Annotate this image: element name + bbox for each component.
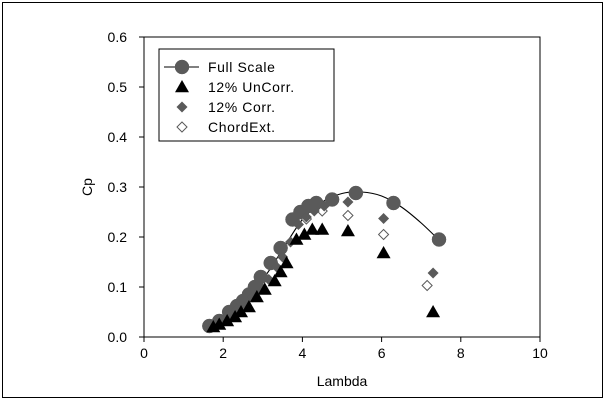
data-point	[421, 279, 433, 292]
data-point	[377, 228, 390, 241]
data-point	[300, 211, 312, 223]
x-tick-label: 6	[378, 345, 386, 361]
y-tick-label: 0.0	[108, 329, 128, 345]
data-points	[202, 185, 447, 334]
x-tick-label: 4	[299, 345, 307, 361]
data-point	[273, 240, 288, 256]
data-point	[378, 213, 390, 224]
data-point	[431, 232, 447, 247]
x-tick-label: 0	[140, 345, 148, 361]
data-point	[348, 185, 364, 201]
data-point	[376, 246, 391, 259]
data-point	[386, 195, 401, 211]
data-point	[426, 305, 441, 318]
data-point	[318, 200, 330, 212]
data-point	[297, 227, 312, 240]
axis-ticks: 0 2 4 6 8 10 0.0 0.1 0.2 0.3 0.4 0.5 0.6	[108, 29, 548, 361]
legend-marker	[174, 59, 190, 75]
y-tick-label: 0.2	[108, 229, 128, 245]
data-point	[308, 205, 320, 217]
data-point	[220, 314, 235, 327]
legend-marker	[176, 121, 188, 133]
data-point	[342, 209, 354, 222]
x-tick-label: 10	[532, 345, 548, 361]
data-point	[212, 317, 227, 330]
data-point	[267, 274, 282, 287]
data-point	[324, 192, 340, 207]
data-point	[257, 282, 272, 295]
x-axis-title: Lambda	[317, 373, 368, 389]
data-point	[305, 222, 320, 235]
data-point	[315, 222, 330, 235]
data-point	[292, 219, 304, 230]
data-point	[279, 256, 294, 269]
legend-label: 12% Corr.	[208, 99, 276, 115]
data-point	[342, 196, 354, 208]
legend-marker	[176, 101, 188, 113]
data-point	[427, 267, 439, 279]
y-axis-title: Cp	[79, 178, 95, 196]
x-tick-label: 8	[457, 345, 465, 361]
data-point	[249, 290, 264, 303]
data-point	[273, 265, 288, 278]
data-point	[340, 224, 355, 237]
legend-label: 12% UnCorr.	[208, 79, 295, 95]
data-point	[241, 300, 256, 313]
data-point	[289, 232, 304, 245]
data-point	[234, 305, 249, 318]
y-tick-label: 0.1	[108, 279, 128, 295]
y-tick-label: 0.5	[108, 79, 128, 95]
legend-label: Full Scale	[208, 59, 275, 75]
legend-marker	[175, 80, 189, 93]
legend-label: ChordExt.	[208, 119, 276, 135]
x-tick-label: 2	[219, 345, 227, 361]
y-tick-label: 0.3	[108, 179, 128, 195]
y-tick-label: 0.4	[108, 129, 128, 145]
y-tick-label: 0.6	[108, 29, 128, 45]
legend: Full Scale 12% UnCorr. 12% Corr. ChordExt.	[158, 48, 335, 142]
